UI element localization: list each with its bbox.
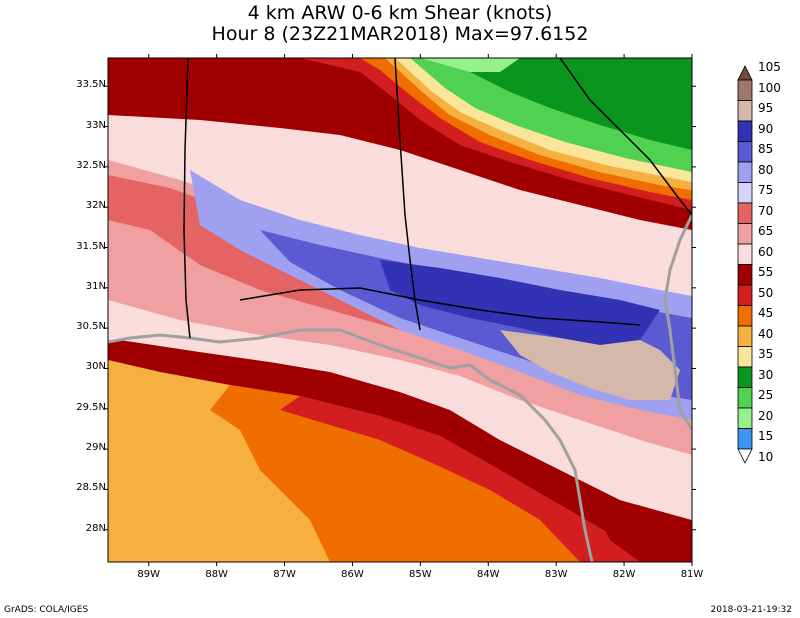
lat-label: 30N <box>85 361 106 373</box>
lat-label: 29N <box>85 442 106 454</box>
legend-level-label: 60 <box>758 244 774 259</box>
lat-label: 32N <box>85 200 106 212</box>
legend-swatch <box>737 284 753 306</box>
legend-level-label: 85 <box>758 142 774 156</box>
shear-band-40-north <box>385 58 692 190</box>
map-subtitle: Hour 8 (23Z21MAR2018) Max=97.6152 <box>211 23 589 45</box>
legend-level-label: 15 <box>758 429 774 443</box>
legend-swatch <box>737 120 753 142</box>
legend-level-label: 10 <box>758 449 774 464</box>
shear-band-65-coast <box>108 300 692 520</box>
legend-level-label: 25 <box>758 388 774 402</box>
shear-band-95 <box>500 330 680 400</box>
legend-swatch <box>737 346 753 368</box>
state-border-ga-sc <box>559 58 692 216</box>
legend-swatch <box>737 202 753 224</box>
legend-swatch <box>737 325 753 347</box>
lon-label: 81W <box>680 569 704 580</box>
shear-band-90 <box>380 260 660 345</box>
footer-timestamp: 2018-03-21-19:32 <box>710 605 793 615</box>
shear-band-55-gulf <box>280 396 692 562</box>
legend-level-label: 65 <box>758 224 774 238</box>
legend-level-label: 35 <box>758 347 774 361</box>
legend-level-label: 95 <box>758 101 774 115</box>
legend-swatch <box>737 264 753 286</box>
legend-level-label: 105 <box>758 60 781 74</box>
footer-credit: GrADS: COLA/IGES <box>4 605 89 615</box>
shear-band-30-north <box>440 58 692 150</box>
lat-label: 33N <box>85 119 106 131</box>
legend-level-label: 30 <box>758 367 774 382</box>
legend-swatch <box>737 387 753 409</box>
shear-band-45-north <box>360 58 692 200</box>
legend-swatch <box>737 223 753 245</box>
legend-swatch <box>737 407 753 429</box>
legend-swatch <box>737 161 753 183</box>
lon-label: 85W <box>409 569 432 580</box>
legend-swatch <box>737 141 753 163</box>
lon-label: 86W <box>341 569 364 580</box>
lat-label: 29.5N <box>76 401 106 413</box>
shear-band-60-gulf-south <box>590 500 692 562</box>
state-border-fl-north <box>239 287 641 326</box>
state-border-ms-al <box>183 58 191 339</box>
lat-label: 33.5N <box>76 79 106 91</box>
legend-swatch <box>737 182 753 204</box>
legend-level-label: 100 <box>758 80 781 95</box>
legend-level-label: 70 <box>758 203 774 218</box>
legend-level-label: 20 <box>758 408 774 423</box>
lat-label: 31.5N <box>76 240 106 252</box>
lon-label: 82W <box>612 569 636 580</box>
color-legend <box>737 65 753 464</box>
gulf-coastline <box>108 328 594 562</box>
shear-band-60-north <box>108 115 692 260</box>
legend-level-label: 90 <box>758 121 774 136</box>
legend-swatch <box>737 243 753 265</box>
shear-band-20-north <box>420 58 520 72</box>
lat-label: 31N <box>85 280 106 292</box>
lat-label: 30.5N <box>76 321 106 333</box>
legend-swatch <box>737 100 753 122</box>
legend-swatch <box>737 428 753 450</box>
legend-swatch <box>737 79 753 101</box>
lon-label: 84W <box>476 569 500 580</box>
legend-arrow-bottom <box>737 448 753 464</box>
legend-level-label: 40 <box>758 326 774 341</box>
lat-label: 32.5N <box>76 159 106 171</box>
legend-level-label: 55 <box>758 265 774 279</box>
lat-label: 28.5N <box>76 482 106 494</box>
legend-level-label: 75 <box>758 183 774 197</box>
state-border-al-ga <box>394 58 421 331</box>
legend-level-label: 80 <box>758 162 774 177</box>
legend-arrow-top <box>737 65 753 81</box>
lon-label: 88W <box>205 569 228 580</box>
lon-label: 83W <box>544 569 568 580</box>
map-title: 4 km ARW 0-6 km Shear (knots) <box>247 2 553 24</box>
lat-label: 28N <box>85 522 106 534</box>
legend-swatch <box>737 305 753 327</box>
lon-label: 89W <box>137 569 161 580</box>
lon-label: 87W <box>273 569 296 580</box>
legend-level-label: 45 <box>758 306 774 320</box>
legend-swatch <box>737 366 753 388</box>
atlantic-coastline <box>663 214 692 431</box>
legend-level-label: 50 <box>758 285 774 300</box>
map-frame <box>107 57 693 563</box>
